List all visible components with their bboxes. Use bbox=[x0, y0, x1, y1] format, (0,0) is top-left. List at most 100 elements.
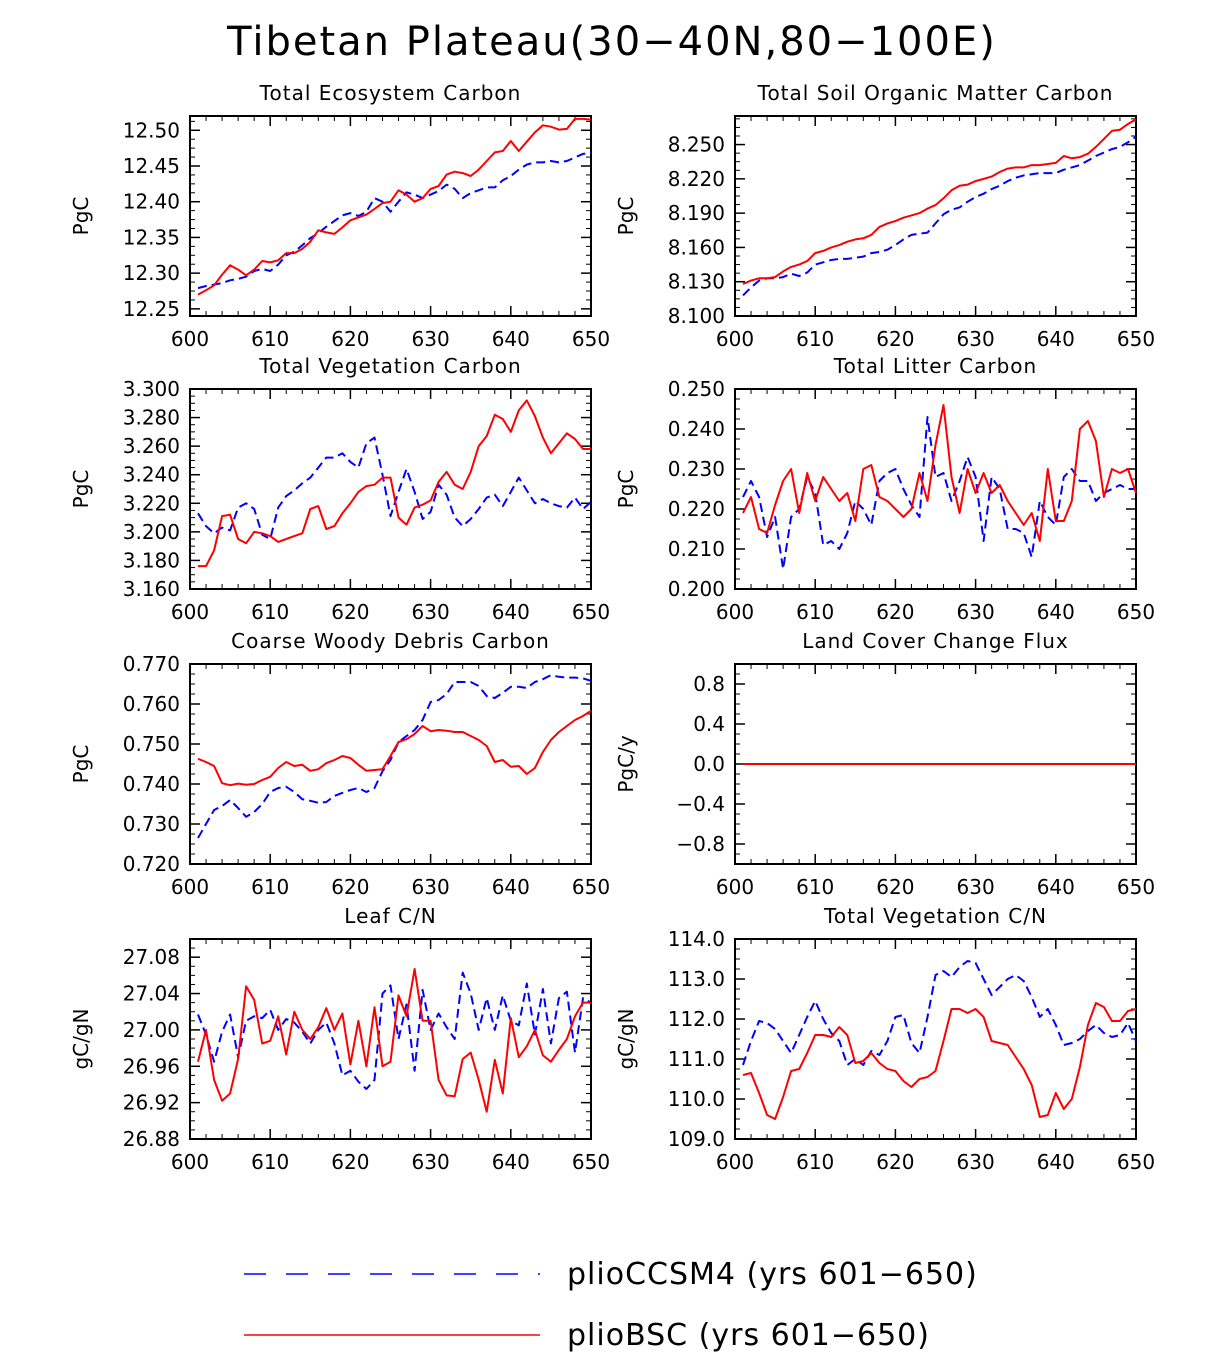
x-tick-label: 600 bbox=[716, 1150, 754, 1174]
x-tick-label: 630 bbox=[412, 875, 450, 899]
chart-land-cover-change-flux: Land Cover Change Flux 600 610 620 630 640 650… bbox=[614, 629, 1155, 899]
y-tick-label: 0.8 bbox=[693, 672, 725, 696]
x-tick-label: 640 bbox=[1037, 1150, 1075, 1174]
x-tick-label: 600 bbox=[716, 327, 754, 351]
chart-total-litter-carbon: Total Litter Carbon 600 610 620 630 640 650 0.2… bbox=[614, 354, 1155, 624]
y-tick-label: 0.730 bbox=[123, 812, 180, 836]
x-tick-label: 650 bbox=[1117, 327, 1155, 351]
x-tick-label: 610 bbox=[251, 1150, 289, 1174]
series-line-pliobsc bbox=[197, 117, 592, 296]
y-tick-label: 0.770 bbox=[123, 652, 180, 676]
y-tick-label: 0.740 bbox=[123, 772, 180, 796]
y-tick-label: 0.720 bbox=[123, 852, 180, 876]
x-tick-label: 620 bbox=[876, 1150, 914, 1174]
series-line-pliobsc bbox=[198, 399, 591, 568]
y-tick-label: 8.160 bbox=[668, 235, 725, 259]
series-line-pliobsc bbox=[742, 404, 1137, 542]
y-tick-label: 0.750 bbox=[123, 732, 180, 756]
series-line-plioccsm4 bbox=[742, 416, 1136, 570]
chart-title: Coarse Woody Debris Carbon bbox=[231, 629, 550, 653]
y-tick-label: 0.220 bbox=[668, 497, 725, 521]
x-tick-label: 620 bbox=[876, 600, 914, 624]
x-tick-label: 650 bbox=[1117, 875, 1155, 899]
x-tick-label: 610 bbox=[796, 327, 834, 351]
series-line-plioccsm4 bbox=[197, 436, 592, 540]
x-tick-label: 650 bbox=[572, 600, 610, 624]
x-tick-label: 620 bbox=[876, 875, 914, 899]
series-line-pliobsc bbox=[197, 968, 591, 1113]
y-tick-label: 0.240 bbox=[668, 417, 725, 441]
chart-title: Total Vegetation Carbon bbox=[258, 354, 521, 378]
y-tick-label: 110.0 bbox=[668, 1087, 725, 1111]
series-line-plioccsm4 bbox=[197, 674, 592, 839]
x-tick-label: 610 bbox=[251, 600, 289, 624]
chart-leaf-c-n: Leaf C/N 600 610 620 630 640 650 26.88 26.92 26.9… bbox=[69, 904, 610, 1174]
x-tick-label: 650 bbox=[572, 327, 610, 351]
y-axis-label: PgC bbox=[614, 470, 638, 509]
y-tick-label: 12.50 bbox=[123, 118, 180, 142]
x-tick-label: 640 bbox=[1037, 875, 1075, 899]
x-tick-label: 620 bbox=[331, 875, 369, 899]
plot-frame bbox=[734, 115, 1137, 317]
x-tick-label: 600 bbox=[716, 875, 754, 899]
x-tick-label: 650 bbox=[1117, 1150, 1155, 1174]
y-tick-label: 27.08 bbox=[123, 945, 180, 969]
x-tick-label: 640 bbox=[1037, 600, 1075, 624]
x-tick-label: 610 bbox=[251, 875, 289, 899]
x-tick-label: 640 bbox=[1037, 327, 1075, 351]
series-line-plioccsm4 bbox=[742, 135, 1137, 297]
y-axis-label: PgC bbox=[614, 197, 638, 236]
x-tick-label: 600 bbox=[171, 875, 209, 899]
y-tick-label: 3.260 bbox=[123, 434, 180, 458]
chart-total-vegetation-c-n: Total Vegetation C/N 600 610 620 630 640 650 10… bbox=[614, 904, 1155, 1174]
x-tick-label: 650 bbox=[1117, 600, 1155, 624]
chart-title: Total Ecosystem Carbon bbox=[259, 81, 522, 105]
x-tick-label: 640 bbox=[492, 875, 530, 899]
y-tick-label: 26.88 bbox=[123, 1127, 180, 1151]
y-tick-label: 12.40 bbox=[123, 190, 180, 214]
y-axis-label: PgC/y bbox=[614, 735, 638, 792]
chart-coarse-woody-debris-carbon: Coarse Woody Debris Carbon 600 610 620 630 64… bbox=[69, 629, 610, 899]
x-tick-label: 640 bbox=[492, 1150, 530, 1174]
chart-title: Total Soil Organic Matter Carbon bbox=[757, 81, 1114, 105]
y-tick-label: 12.25 bbox=[123, 297, 180, 321]
x-tick-label: 610 bbox=[251, 327, 289, 351]
legend-label-pliobsc: plioBSC (yrs 601−650) bbox=[567, 1318, 930, 1353]
series-line-plioccsm4 bbox=[197, 971, 592, 1090]
y-tick-label: 3.200 bbox=[123, 520, 180, 544]
y-tick-label: 8.220 bbox=[668, 167, 725, 191]
x-tick-label: 630 bbox=[412, 327, 450, 351]
series-line-pliobsc bbox=[742, 1002, 1137, 1120]
x-tick-label: 620 bbox=[331, 600, 369, 624]
y-tick-label: 3.180 bbox=[123, 548, 180, 572]
y-tick-label: −0.8 bbox=[676, 832, 725, 856]
y-tick-label: 26.92 bbox=[123, 1091, 180, 1115]
series-line-pliobsc bbox=[197, 709, 592, 787]
y-tick-label: 114.0 bbox=[668, 927, 725, 951]
y-axis-label: PgC bbox=[69, 745, 93, 784]
y-tick-label: 12.30 bbox=[123, 261, 180, 285]
x-tick-label: 640 bbox=[492, 327, 530, 351]
chart-title: Leaf C/N bbox=[344, 904, 436, 928]
legend-label-plioccsm4: plioCCSM4 (yrs 601−650) bbox=[567, 1257, 978, 1292]
x-tick-label: 630 bbox=[412, 1150, 450, 1174]
y-tick-label: 12.45 bbox=[123, 154, 180, 178]
legend: plioCCSM4 (yrs 601−650) plioBSC (yrs 601… bbox=[244, 1257, 978, 1353]
x-tick-label: 630 bbox=[957, 1150, 995, 1174]
plot-frame bbox=[734, 938, 1137, 1140]
x-tick-label: 650 bbox=[572, 875, 610, 899]
y-tick-label: 0.4 bbox=[693, 712, 725, 736]
x-tick-label: 610 bbox=[796, 600, 834, 624]
y-tick-label: 26.96 bbox=[123, 1054, 180, 1078]
y-tick-label: 0.250 bbox=[668, 377, 725, 401]
y-tick-label: 8.190 bbox=[668, 201, 725, 225]
x-tick-label: 600 bbox=[716, 600, 754, 624]
series-line-pliobsc bbox=[742, 118, 1137, 285]
y-tick-label: 12.35 bbox=[123, 225, 180, 249]
y-tick-label: 3.160 bbox=[123, 577, 180, 601]
y-tick-label: 27.04 bbox=[123, 982, 180, 1006]
y-tick-label: 3.280 bbox=[123, 406, 180, 430]
y-tick-label: 0.760 bbox=[123, 692, 180, 716]
y-tick-label: 3.240 bbox=[123, 463, 180, 487]
plot-frame bbox=[189, 388, 592, 590]
